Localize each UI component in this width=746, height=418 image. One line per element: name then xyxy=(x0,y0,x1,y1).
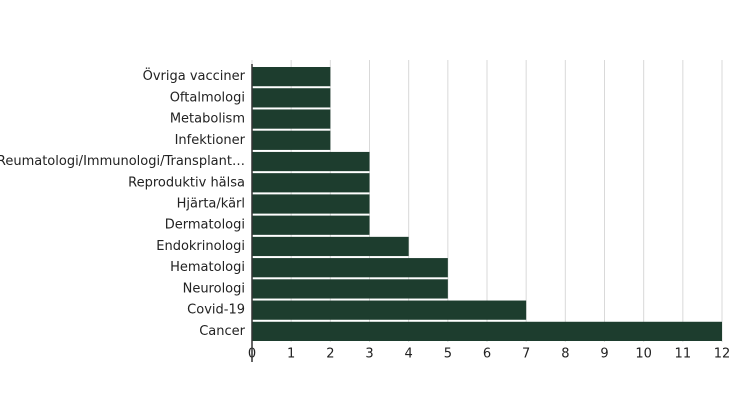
y-tick-label: Metabolism xyxy=(170,112,245,127)
x-tick-label: 4 xyxy=(405,347,413,362)
y-tick-label: Hjärta/kärl xyxy=(177,197,245,212)
bar xyxy=(252,173,370,193)
x-tick-label: 7 xyxy=(522,347,530,362)
bar xyxy=(252,194,370,214)
y-tick-label: Reumatologi/Immunologi/Transplant… xyxy=(0,154,245,169)
y-tick-label: Övriga vacciner xyxy=(143,67,246,84)
x-tick-label: 9 xyxy=(600,347,608,362)
y-tick-label: Endokrinologi xyxy=(156,239,245,254)
x-tick-label: 5 xyxy=(444,347,452,362)
x-tick-label: 11 xyxy=(675,347,692,362)
x-tick-label: 2 xyxy=(326,347,334,362)
bar xyxy=(252,67,331,87)
y-tick-label: Oftalmologi xyxy=(170,90,245,105)
y-tick-label: Reproduktiv hälsa xyxy=(128,175,245,190)
bar xyxy=(252,300,527,320)
y-tick-label: Hematologi xyxy=(170,260,245,275)
bar xyxy=(252,88,331,108)
x-tick-label: 1 xyxy=(287,347,295,362)
x-tick-label: 6 xyxy=(483,347,491,362)
y-tick-label: Neurologi xyxy=(183,281,245,296)
y-tick-label: Covid-19 xyxy=(187,303,245,318)
x-tick-label: 10 xyxy=(635,347,652,362)
y-tick-label: Cancer xyxy=(199,324,245,339)
bar xyxy=(252,109,331,129)
bar xyxy=(252,215,370,235)
y-tick-label: Dermatologi xyxy=(165,218,245,233)
x-tick-label: 3 xyxy=(365,347,373,362)
y-tick-label: Infektioner xyxy=(175,133,246,148)
bar xyxy=(252,258,448,278)
bar xyxy=(252,236,409,257)
bar xyxy=(252,151,370,172)
x-tick-label: 8 xyxy=(561,347,569,362)
bar xyxy=(252,279,448,299)
bar xyxy=(252,321,722,341)
x-tick-label: 12 xyxy=(714,347,731,362)
bar xyxy=(252,130,331,150)
